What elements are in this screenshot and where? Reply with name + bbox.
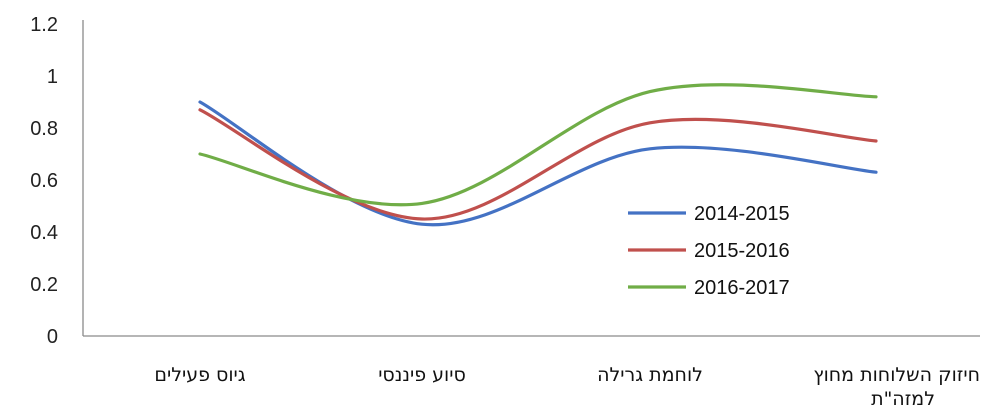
- y-tick-label: 0.8: [30, 118, 58, 140]
- x-category-label: גיוס פעילים: [154, 364, 245, 386]
- legend-entry: 2014-2015: [694, 203, 790, 225]
- series-line-2015-2016: [198, 108, 878, 221]
- y-tick-label: 0.2: [30, 274, 58, 296]
- y-tick-labels: 0 0.2 0.4 0.6 0.8 1 1.2: [30, 14, 58, 348]
- y-tick-label: 0.6: [30, 170, 58, 192]
- y-tick-label: 0: [47, 326, 58, 348]
- series-line-2014-2015: [198, 100, 878, 227]
- legend-entry: 2016-2017: [694, 277, 790, 299]
- x-category-label: חיזוק השלוחות מחוץ למזה"ת: [813, 364, 980, 410]
- legend: 2014-2015 2015-2016 2016-2017: [628, 203, 790, 299]
- y-tick-label: 1: [47, 66, 58, 88]
- y-tick-label: 1.2: [30, 14, 58, 36]
- x-category-label: לוחמת גרילה: [597, 364, 703, 386]
- legend-entry: 2015-2016: [694, 240, 790, 262]
- x-category-label: סיוע פיננסי: [378, 364, 466, 386]
- y-tick-label: 0.4: [30, 222, 58, 244]
- series-lines: [198, 83, 878, 227]
- x-category-labels: גיוס פעילים סיוע פיננסי לוחמת גרילה חיזוק ה…: [154, 364, 980, 410]
- series-line-2016-2017: [198, 83, 878, 207]
